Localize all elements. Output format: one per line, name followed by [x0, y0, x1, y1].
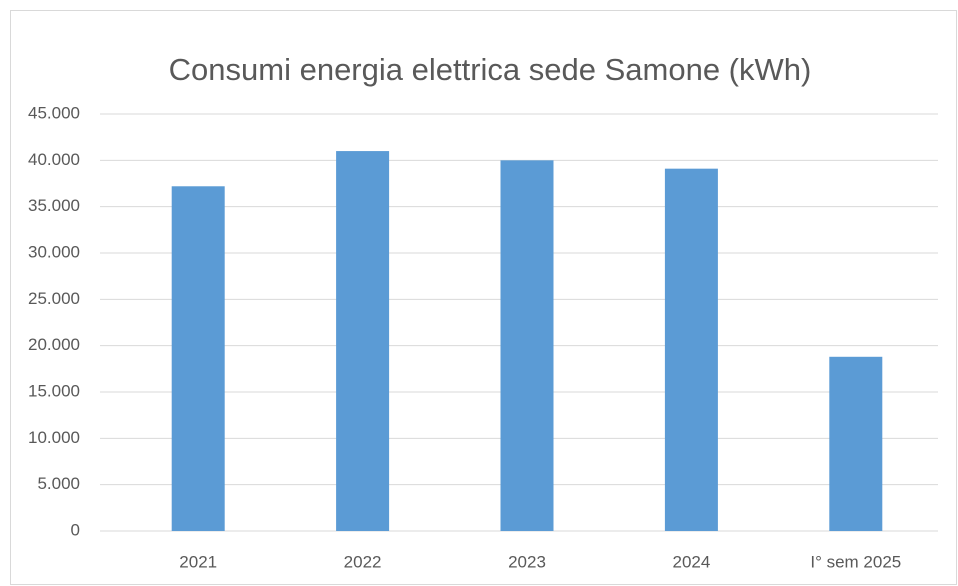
y-tick-label: 15.000: [28, 381, 80, 400]
bar: [829, 356, 883, 531]
x-tick-label: 2024: [672, 552, 710, 571]
bar: [336, 151, 390, 532]
x-tick-label: I° sem 2025: [810, 552, 901, 571]
bar: [500, 160, 554, 532]
y-tick-label: 5.000: [37, 474, 80, 493]
y-tick-label: 20.000: [28, 335, 80, 354]
y-tick-label: 30.000: [28, 242, 80, 261]
x-tick-label: 2022: [344, 552, 382, 571]
y-tick-label: 10.000: [28, 428, 80, 447]
y-tick-label: 40.000: [28, 150, 80, 169]
bar: [171, 186, 225, 531]
chart-title: Consumi energia elettrica sede Samone (k…: [169, 52, 812, 87]
y-tick-label: 35.000: [28, 196, 80, 215]
x-tick-label: 2021: [179, 552, 217, 571]
y-tick-label: 0: [71, 520, 80, 539]
x-tick-label: 2023: [508, 552, 546, 571]
chart-border: [10, 10, 957, 585]
y-tick-label: 45.000: [28, 103, 80, 122]
bar: [664, 168, 718, 531]
y-tick-label: 25.000: [28, 289, 80, 308]
